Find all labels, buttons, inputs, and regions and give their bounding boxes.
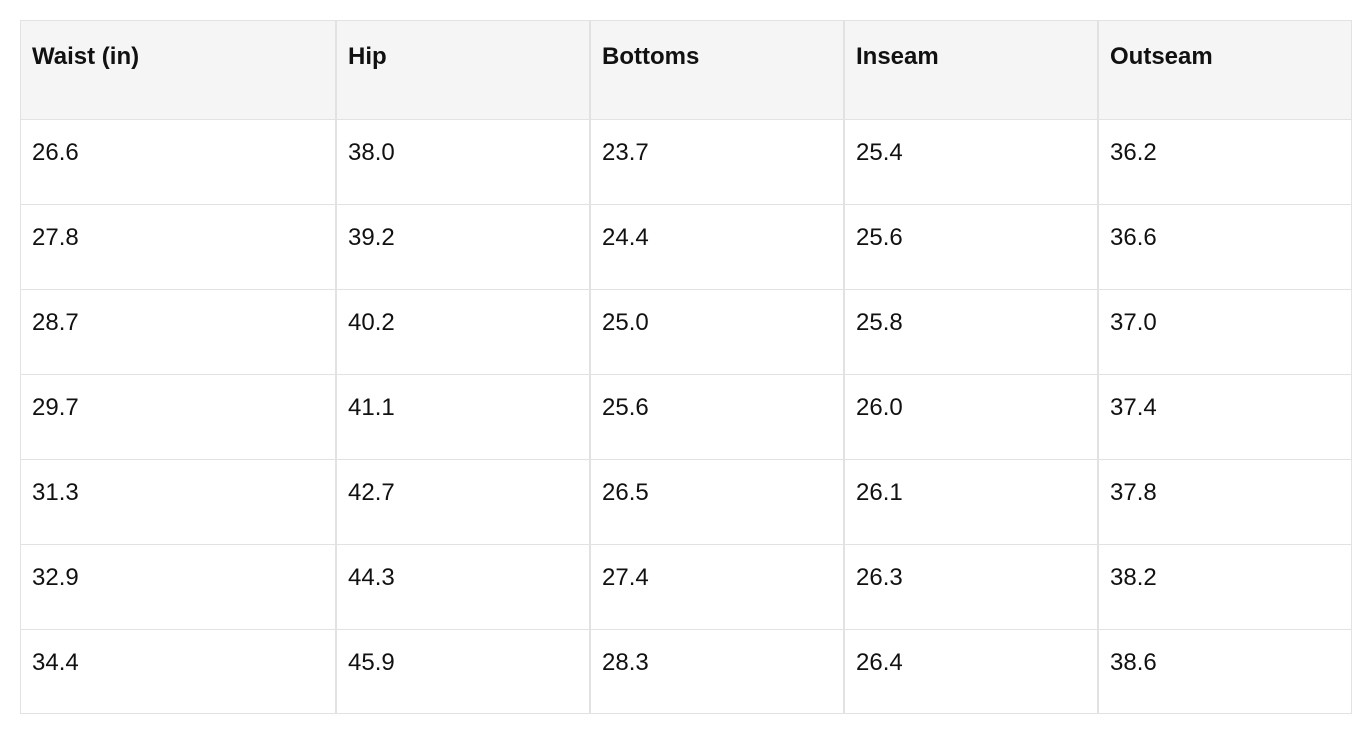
table-cell: 36.2 xyxy=(1098,119,1352,204)
column-header-outseam: Outseam xyxy=(1098,20,1352,119)
size-chart-table: Waist (in) Hip Bottoms Inseam Outseam 26… xyxy=(20,20,1352,714)
size-chart-container: Waist (in) Hip Bottoms Inseam Outseam 26… xyxy=(20,20,1352,714)
table-cell: 37.4 xyxy=(1098,374,1352,459)
table-cell: 27.8 xyxy=(20,204,336,289)
table-row: 27.8 39.2 24.4 25.6 36.6 xyxy=(20,204,1352,289)
table-row: 29.7 41.1 25.6 26.0 37.4 xyxy=(20,374,1352,459)
header-row: Waist (in) Hip Bottoms Inseam Outseam xyxy=(20,20,1352,119)
column-header-bottoms: Bottoms xyxy=(590,20,844,119)
table-cell: 26.6 xyxy=(20,119,336,204)
table-cell: 44.3 xyxy=(336,544,590,629)
table-cell: 42.7 xyxy=(336,459,590,544)
table-cell: 28.3 xyxy=(590,629,844,714)
table-cell: 25.0 xyxy=(590,289,844,374)
table-cell: 25.6 xyxy=(844,204,1098,289)
table-cell: 32.9 xyxy=(20,544,336,629)
table-cell: 37.8 xyxy=(1098,459,1352,544)
table-cell: 39.2 xyxy=(336,204,590,289)
table-row: 32.9 44.3 27.4 26.3 38.2 xyxy=(20,544,1352,629)
table-cell: 25.6 xyxy=(590,374,844,459)
table-cell: 29.7 xyxy=(20,374,336,459)
table-cell: 31.3 xyxy=(20,459,336,544)
table-cell: 25.4 xyxy=(844,119,1098,204)
table-cell: 37.0 xyxy=(1098,289,1352,374)
column-header-hip: Hip xyxy=(336,20,590,119)
table-row: 31.3 42.7 26.5 26.1 37.8 xyxy=(20,459,1352,544)
table-cell: 38.2 xyxy=(1098,544,1352,629)
table-row: 28.7 40.2 25.0 25.8 37.0 xyxy=(20,289,1352,374)
table-row: 26.6 38.0 23.7 25.4 36.2 xyxy=(20,119,1352,204)
table-cell: 26.4 xyxy=(844,629,1098,714)
table-cell: 40.2 xyxy=(336,289,590,374)
table-cell: 34.4 xyxy=(20,629,336,714)
table-cell: 36.6 xyxy=(1098,204,1352,289)
table-cell: 38.0 xyxy=(336,119,590,204)
table-cell: 41.1 xyxy=(336,374,590,459)
table-cell: 23.7 xyxy=(590,119,844,204)
table-cell: 27.4 xyxy=(590,544,844,629)
table-cell: 26.5 xyxy=(590,459,844,544)
table-cell: 26.1 xyxy=(844,459,1098,544)
table-cell: 28.7 xyxy=(20,289,336,374)
table-row: 34.4 45.9 28.3 26.4 38.6 xyxy=(20,629,1352,714)
table-cell: 24.4 xyxy=(590,204,844,289)
column-header-waist: Waist (in) xyxy=(20,20,336,119)
table-cell: 45.9 xyxy=(336,629,590,714)
table-cell: 26.3 xyxy=(844,544,1098,629)
table-cell: 25.8 xyxy=(844,289,1098,374)
table-cell: 26.0 xyxy=(844,374,1098,459)
table-cell: 38.6 xyxy=(1098,629,1352,714)
column-header-inseam: Inseam xyxy=(844,20,1098,119)
